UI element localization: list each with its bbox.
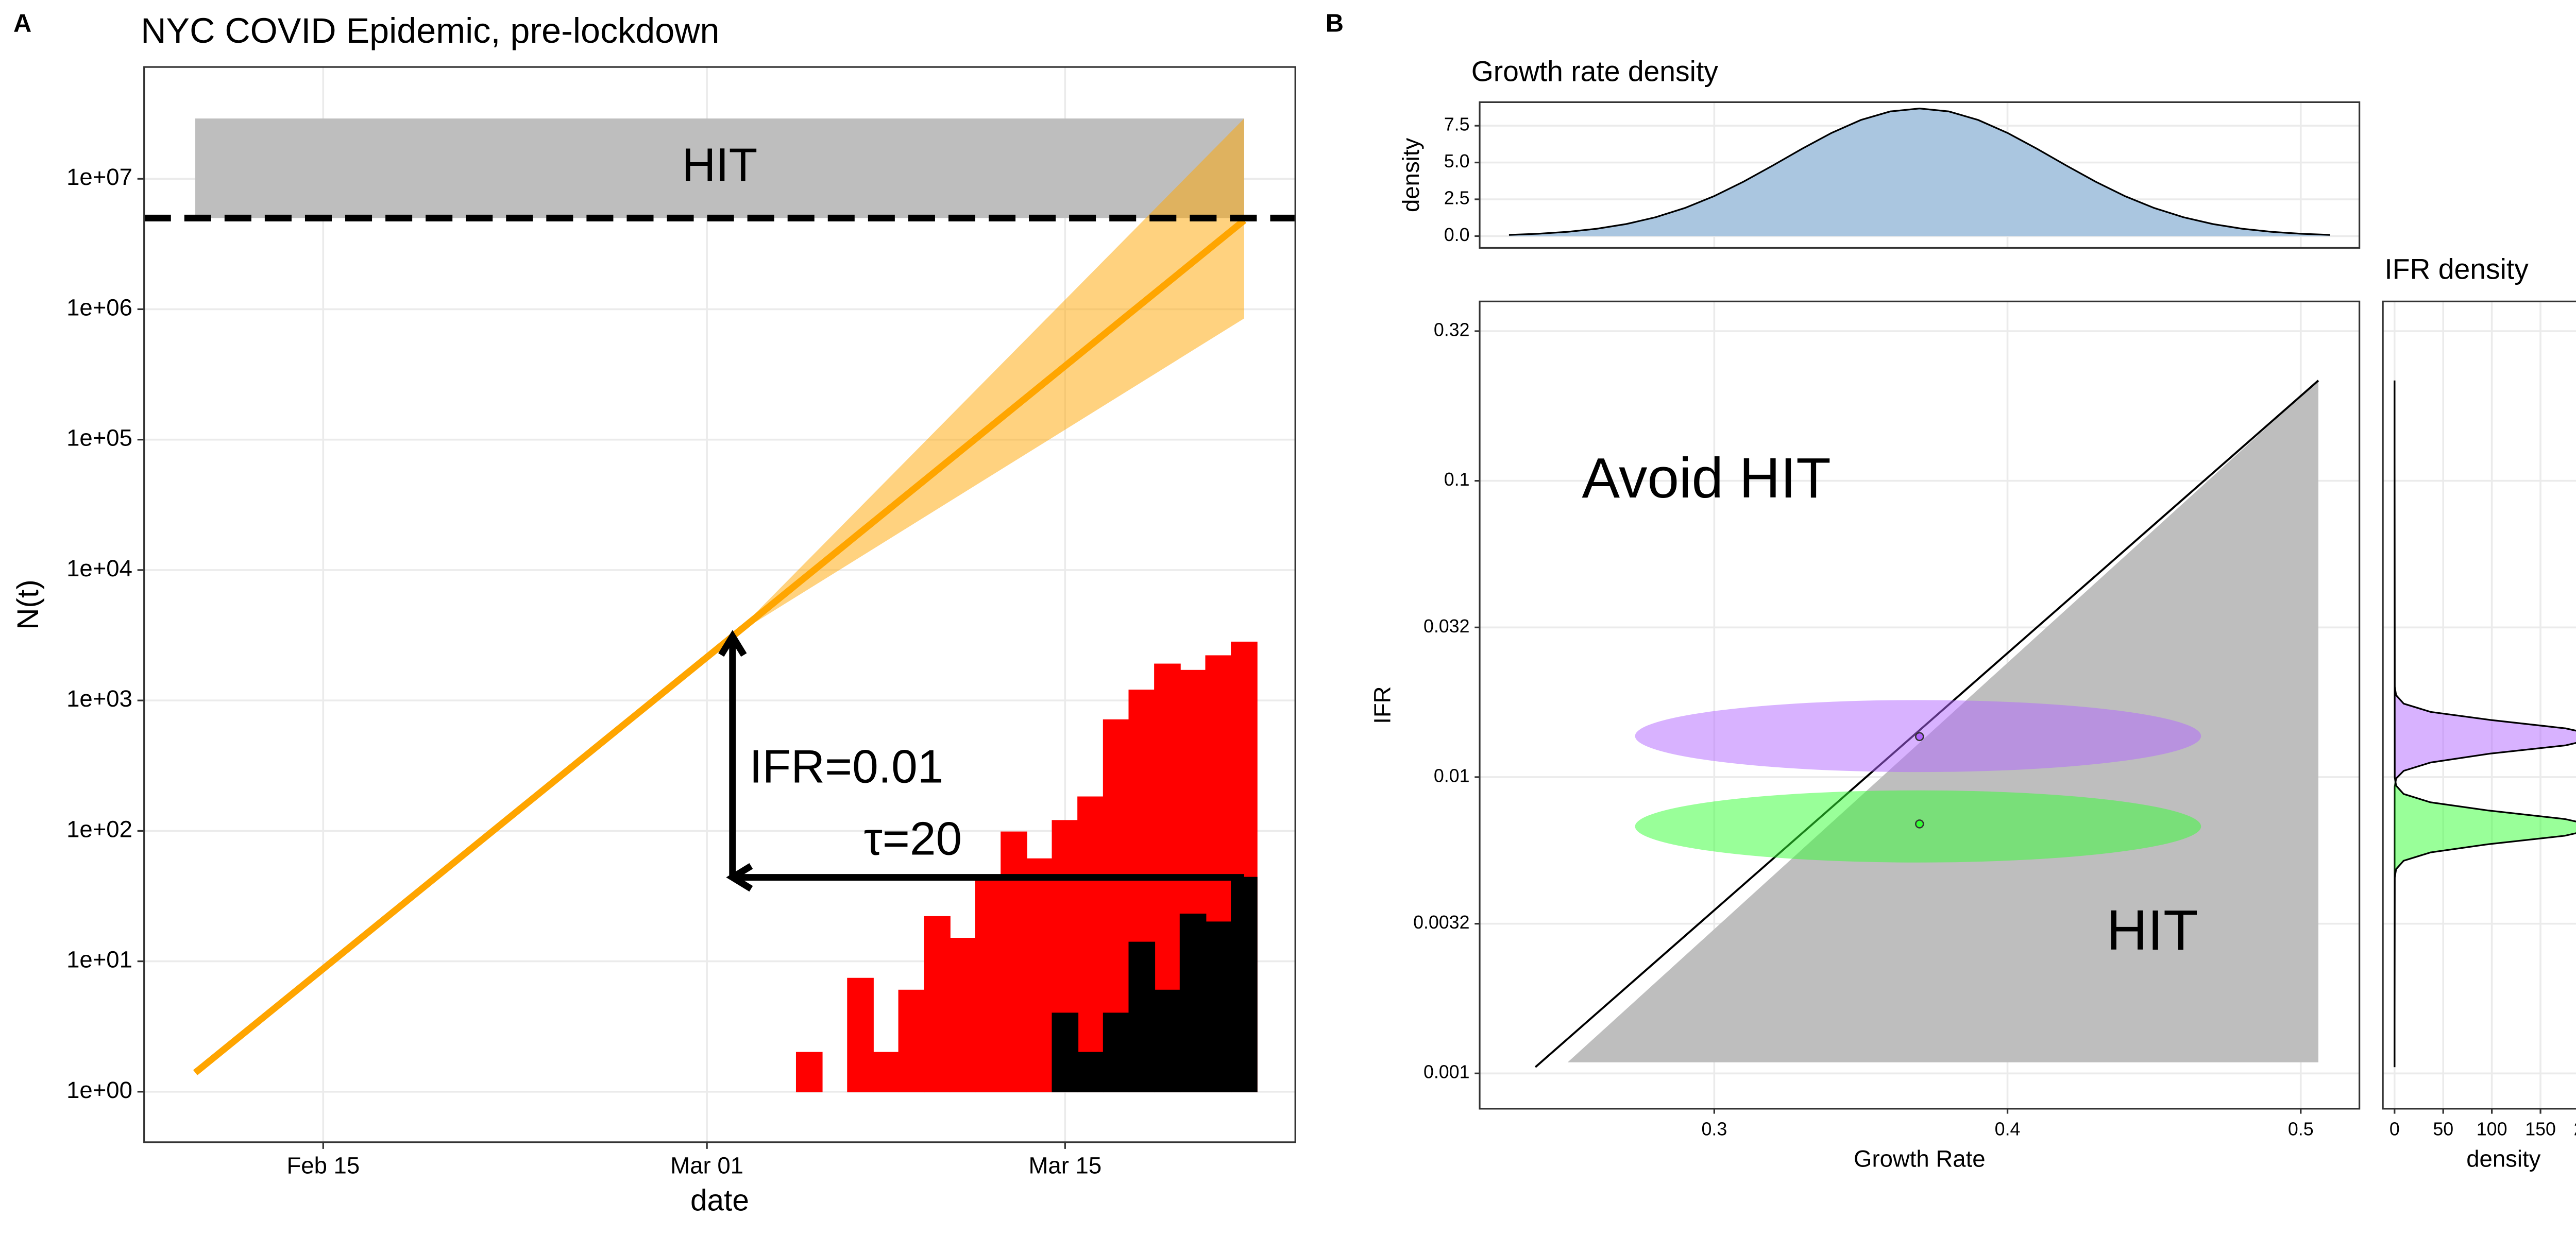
y-tick-label: 1e+01	[66, 947, 132, 973]
bar	[1128, 941, 1156, 1092]
y-tick-label: 0.032	[1423, 616, 1470, 637]
hit-band	[195, 118, 1244, 218]
y-tick-label: 1e+06	[66, 294, 132, 320]
bar	[872, 1052, 900, 1092]
panel-border	[143, 66, 1296, 1143]
y-tick-label: 0.0032	[1413, 912, 1469, 933]
estimate-point	[1915, 732, 1924, 742]
bar	[1077, 1052, 1104, 1092]
bar	[1179, 914, 1207, 1092]
y-tick-label: 5.0	[1444, 151, 1470, 171]
estimate-point	[1915, 819, 1924, 829]
y-tick-label: 1e+03	[66, 685, 132, 712]
y-axis-label: density	[1398, 138, 1424, 212]
confidence-ribbon	[732, 118, 1244, 637]
x-tick-label: 0	[2389, 1119, 2400, 1140]
panel-label: A	[13, 10, 31, 38]
panel-background	[2383, 301, 2576, 1109]
y-tick-label: 0.001	[1423, 1062, 1470, 1083]
bar	[1103, 1012, 1130, 1092]
bar	[1077, 796, 1104, 1092]
chart-title: Growth rate density	[1471, 56, 1719, 88]
x-tick-label: 0.5	[2288, 1119, 2314, 1140]
region-label: HIT	[2106, 899, 2198, 962]
bar	[1231, 877, 1258, 1092]
bar	[1001, 831, 1027, 1092]
x-tick-label: 0.3	[1701, 1119, 1727, 1140]
x-axis-label: Growth Rate	[1854, 1146, 1986, 1172]
y-tick-label: 1e+05	[66, 425, 132, 451]
bar	[898, 989, 925, 1092]
y-tick-label: 1e+00	[66, 1077, 132, 1103]
bar	[975, 877, 1002, 1092]
y-tick-label: 0.1	[1444, 469, 1470, 490]
x-tick-label: 150	[2525, 1119, 2556, 1140]
bar	[1026, 858, 1053, 1092]
panel-label: B	[1326, 10, 1344, 38]
density-curve	[2394, 380, 2576, 1068]
bar	[1052, 1012, 1079, 1092]
panel-border	[1479, 300, 2361, 1110]
density-curve	[2394, 380, 2576, 1068]
y-tick-label: 0.32	[1434, 319, 1470, 340]
chart-title: IFR density	[2384, 253, 2529, 285]
y-tick-label: 0.0	[1444, 225, 1470, 245]
bar	[949, 938, 976, 1092]
bar	[847, 977, 874, 1092]
region-label: Avoid HIT	[1582, 447, 1831, 510]
x-axis-label: date	[690, 1183, 749, 1217]
chart-title: NYC COVID Epidemic, pre-lockdown	[141, 11, 719, 50]
y-tick-label: 7.5	[1444, 114, 1470, 135]
panel-border	[1479, 101, 2361, 249]
arrow-label: τ=20	[864, 813, 962, 865]
x-axis-label: density	[2466, 1146, 2540, 1172]
panel-border	[2382, 300, 2576, 1110]
y-tick-label: 2.5	[1444, 187, 1470, 208]
x-tick-label: 100	[2477, 1119, 2507, 1140]
density-area	[2394, 380, 2576, 1068]
hit-label: HIT	[682, 139, 758, 191]
arrow-label: IFR=0.01	[749, 741, 943, 793]
y-tick-label: 1e+07	[66, 164, 132, 190]
x-tick-label: Mar 15	[1028, 1153, 1101, 1179]
x-tick-label: 200	[2574, 1119, 2576, 1140]
y-tick-label: 1e+04	[66, 555, 132, 581]
y-axis-label: N(t)	[11, 579, 45, 630]
bar	[1154, 989, 1181, 1092]
bar	[795, 1052, 823, 1092]
y-tick-label: 0.01	[1434, 765, 1470, 786]
density-area	[1509, 108, 2330, 236]
arrow-head	[718, 630, 747, 657]
arrow-head	[726, 863, 753, 892]
y-axis-label: IFR	[1369, 686, 1396, 724]
x-tick-label: 50	[2433, 1119, 2453, 1140]
x-tick-label: Mar 01	[670, 1153, 743, 1179]
x-tick-label: 0.4	[1995, 1119, 2021, 1140]
density-curve	[1509, 108, 2330, 236]
x-tick-label: Feb 15	[286, 1153, 360, 1179]
bar	[1205, 921, 1232, 1092]
bar	[924, 916, 951, 1092]
y-tick-label: 1e+02	[66, 816, 132, 842]
